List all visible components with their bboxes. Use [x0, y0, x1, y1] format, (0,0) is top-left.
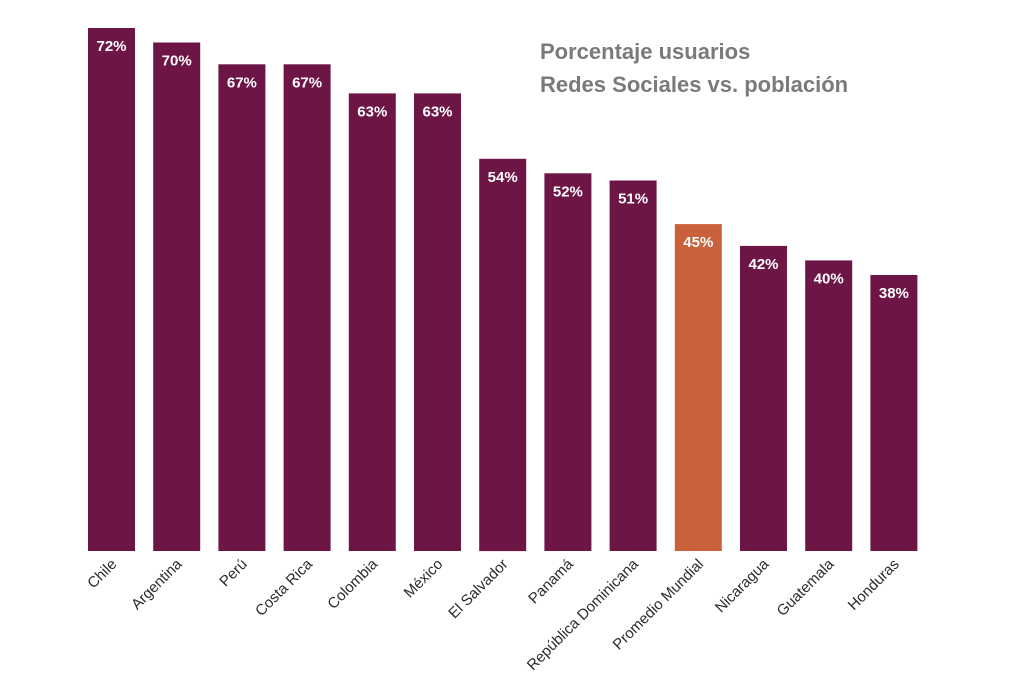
chart-title: Porcentaje usuarios: [540, 39, 750, 64]
bar-value-label-honduras: 38%: [879, 285, 909, 302]
bar-republica-dominicana: [609, 180, 657, 551]
category-label-nicaragua: Nicaragua: [712, 555, 773, 616]
category-label-mexico: México: [401, 556, 447, 602]
bar-value-label-peru: 67%: [227, 74, 257, 91]
category-label-republica-dominicana: República Dominicana: [524, 555, 643, 674]
bar-honduras: [870, 275, 918, 551]
bar-mexico: [414, 93, 461, 552]
bar-promedio-mundial: [674, 224, 722, 551]
bar-value-label-panama: 52%: [553, 183, 583, 200]
bar-value-label-nicaragua: 42%: [748, 256, 778, 273]
bar-peru: [218, 64, 266, 552]
bar-value-label-el-salvador: 54%: [488, 169, 518, 186]
bar-nicaragua: [740, 245, 787, 551]
value-labels-group: 72% 70% 67% 67% 63% 63% 54% 52% 51% 45% 42% 40% 38%: [96, 38, 908, 302]
bar-value-label-mexico: 63%: [422, 103, 452, 120]
bar-argentina: [153, 42, 201, 551]
category-label-el-salvador: El Salvador: [445, 556, 511, 622]
bar-chile: [88, 28, 135, 551]
category-label-panama: Panamá: [525, 555, 577, 607]
category-label-chile: Chile: [84, 556, 120, 592]
bar-value-label-argentina: 70%: [162, 53, 192, 70]
bar-el-salvador: [479, 158, 527, 552]
bars-group: [88, 28, 918, 552]
bar-value-label-promedio-mundial: 45%: [683, 234, 713, 251]
bar-value-label-guatemala: 40%: [814, 270, 844, 287]
category-label-costa-rica: Costa Rica: [252, 555, 316, 619]
bar-guatemala: [805, 260, 853, 551]
category-label-colombia: Colombia: [324, 555, 381, 612]
bar-value-label-costa-rica: 67%: [292, 74, 322, 91]
category-label-guatemala: Guatemala: [774, 555, 838, 619]
category-labels-group: Chile Argentina Perú Costa Rica Colombia Méxi…: [84, 555, 903, 674]
bar-value-label-chile: 72%: [96, 38, 126, 55]
bar-costa-rica: [283, 64, 331, 552]
bar-value-label-republica-dominicana: 51%: [618, 191, 648, 208]
chart-subtitle: Redes Sociales vs. población: [540, 72, 848, 97]
category-label-honduras: Honduras: [845, 556, 903, 614]
bar-value-label-colombia: 63%: [357, 103, 387, 120]
bar-panama: [544, 173, 592, 552]
category-label-peru: Perú: [216, 556, 250, 590]
bar-colombia: [348, 93, 396, 552]
category-label-argentina: Argentina: [128, 555, 186, 613]
